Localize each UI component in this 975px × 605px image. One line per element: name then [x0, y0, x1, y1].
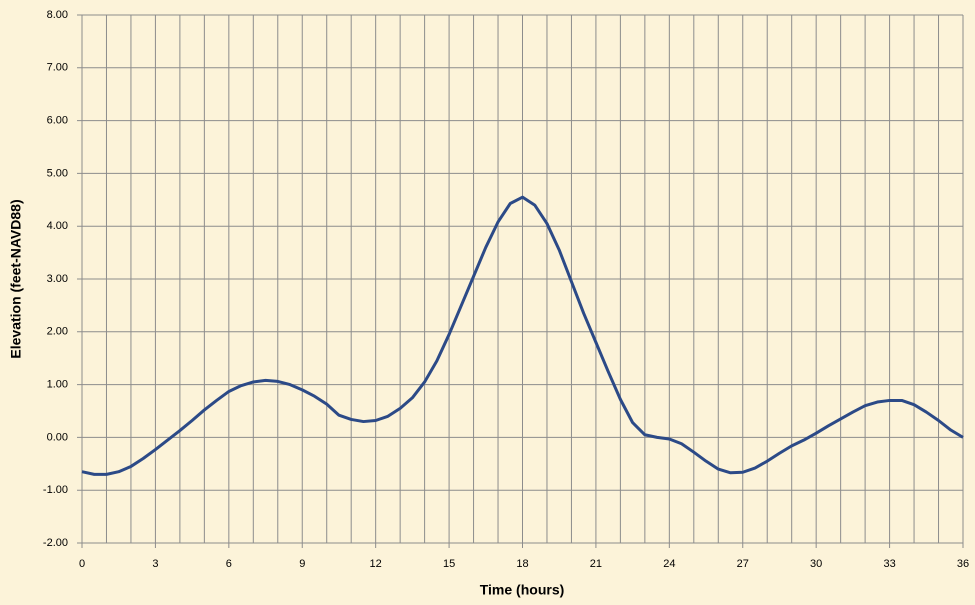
- x-tick-label: 15: [443, 558, 455, 570]
- x-tick-label: 24: [663, 558, 675, 570]
- x-tick-label: 21: [590, 558, 602, 570]
- y-tick-label: -2.00: [43, 537, 68, 549]
- x-tick-label: 6: [226, 558, 232, 570]
- y-tick-label: 2.00: [47, 326, 68, 338]
- y-tick-label: 7.00: [47, 62, 68, 74]
- y-tick-label: 6.00: [47, 115, 68, 127]
- x-tick-label: 30: [810, 558, 822, 570]
- x-tick-label: 9: [299, 558, 305, 570]
- x-tick-label: 36: [957, 558, 969, 570]
- y-tick-label: 3.00: [47, 273, 68, 285]
- x-tick-label: 12: [370, 558, 382, 570]
- y-tick-label: 5.00: [47, 167, 68, 179]
- line-series: [81, 195, 964, 476]
- y-tick-label: 8.00: [47, 9, 68, 21]
- y-axis-title: Elevation (feet-NAVD88): [8, 199, 24, 358]
- x-tick-label: 0: [79, 558, 85, 570]
- x-axis-title: Time (hours): [480, 582, 565, 598]
- x-tick-label: 27: [737, 558, 749, 570]
- y-tick-label: 1.00: [47, 379, 68, 391]
- y-tick-label: -1.00: [43, 484, 68, 496]
- x-tick-label: 3: [152, 558, 158, 570]
- x-tick-label: 33: [883, 558, 895, 570]
- y-tick-label: 4.00: [47, 220, 68, 232]
- y-tick-label: 0.00: [47, 431, 68, 443]
- x-tick-label: 18: [516, 558, 528, 570]
